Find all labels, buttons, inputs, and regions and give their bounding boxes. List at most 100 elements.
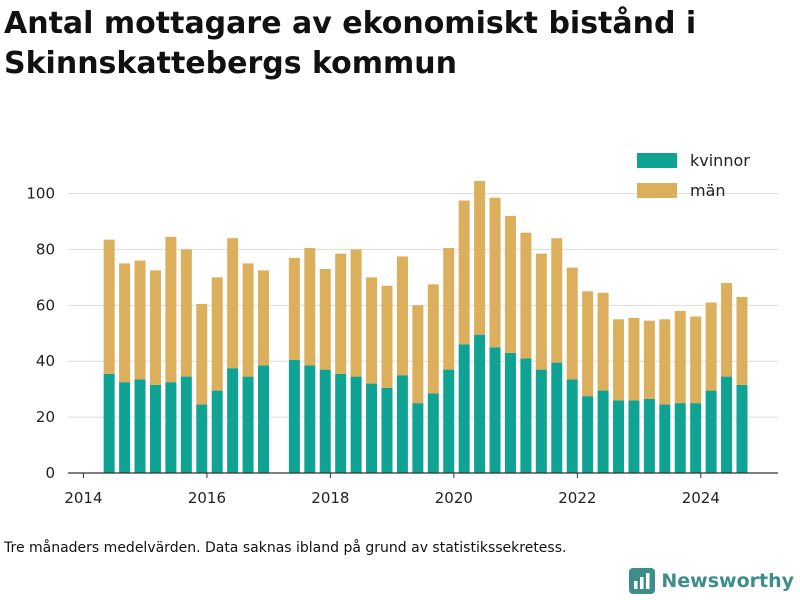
x-tick-label: 2024: [682, 489, 720, 507]
y-tick-label: 40: [36, 352, 55, 370]
y-tick-label: 20: [36, 408, 55, 426]
bar-kvinnor: [227, 368, 239, 473]
bar-kvinnor: [597, 390, 609, 473]
legend: kvinnor män: [637, 151, 750, 200]
bar-kvinnor: [736, 384, 748, 473]
bar-kvinnor: [520, 358, 532, 473]
bar-kvinnor: [196, 404, 208, 473]
bar-man: [180, 249, 192, 377]
bar-man: [119, 263, 131, 383]
bar-man: [134, 260, 146, 380]
bar-man: [242, 263, 254, 377]
bar-kvinnor: [304, 365, 316, 473]
bar-man: [520, 232, 532, 359]
bar-kvinnor: [366, 383, 378, 473]
bar-kvinnor: [412, 403, 424, 473]
bar-kvinnor: [458, 344, 470, 473]
bar-kvinnor: [474, 334, 486, 473]
bar-man: [196, 303, 208, 405]
bar-man: [705, 302, 717, 391]
x-tick-label: 2018: [311, 489, 349, 507]
bar-kvinnor: [643, 398, 655, 473]
y-tick-label: 100: [26, 185, 55, 203]
bar-man: [674, 310, 686, 404]
bar-kvinnor: [705, 390, 717, 473]
chart-title: Antal mottagare av ekonomiskt bistånd i …: [4, 6, 697, 81]
bar-man: [551, 238, 563, 363]
bar-man: [597, 292, 609, 391]
bar-man: [443, 248, 455, 370]
x-tick-label: 2014: [64, 489, 102, 507]
bar-kvinnor: [721, 376, 733, 473]
bar-man: [227, 238, 239, 369]
bar-man: [535, 253, 547, 370]
bar-man: [690, 316, 702, 404]
bar-kvinnor: [165, 382, 177, 473]
bar-kvinnor: [504, 352, 516, 473]
newsworthy-logo-icon: [629, 568, 656, 594]
x-tick-label: 2020: [435, 489, 473, 507]
bar-man: [412, 305, 424, 404]
bar-kvinnor: [427, 393, 439, 473]
bar-kvinnor: [119, 382, 131, 473]
bar-kvinnor: [103, 373, 115, 473]
legend-label: män: [690, 181, 726, 200]
bar-man: [736, 296, 748, 385]
bar-man: [103, 239, 115, 374]
bar-kvinnor: [628, 400, 640, 473]
bar-man: [288, 257, 300, 360]
bar-man: [659, 319, 671, 405]
bar-man: [366, 277, 378, 384]
bar-man: [504, 215, 516, 353]
newsworthy-logo: Newsworthy: [629, 568, 794, 594]
bar-man: [258, 270, 270, 366]
bar-kvinnor: [489, 347, 501, 473]
bar-man: [211, 277, 223, 391]
bar-kvinnor: [396, 375, 408, 473]
brand-name: Newsworthy: [661, 570, 794, 592]
bar-kvinnor: [443, 369, 455, 473]
bar-man: [149, 270, 161, 385]
bar-kvinnor: [582, 396, 594, 473]
bar-man: [721, 282, 733, 377]
bar-man: [613, 319, 625, 401]
y-tick-labels: 0 20 40 60 80 100: [26, 185, 55, 482]
bar-kvinnor: [535, 369, 547, 473]
bar-man: [335, 253, 347, 374]
footnote: Tre månaders medelvärden. Data saknas ib…: [4, 540, 567, 556]
bar-man: [643, 320, 655, 399]
bar-man: [474, 180, 486, 335]
bar-kvinnor: [566, 379, 578, 473]
bar-kvinnor: [149, 384, 161, 473]
bar-kvinnor: [319, 369, 331, 473]
bar-kvinnor: [258, 365, 270, 473]
bar-man: [458, 200, 470, 345]
x-tick-labels: 2014 2016 2018 2020 2022 2024: [64, 473, 720, 507]
bar-man: [582, 291, 594, 397]
legend-swatch: [637, 183, 677, 198]
y-tick-label: 60: [36, 296, 55, 314]
bar-kvinnor: [674, 403, 686, 473]
bar-kvinnor: [335, 373, 347, 473]
bar-kvinnor: [690, 403, 702, 473]
bar-kvinnor: [180, 376, 192, 473]
bar-man: [304, 248, 316, 366]
bar-man: [319, 268, 331, 370]
legend-swatch: [637, 153, 677, 168]
bar-man: [381, 285, 393, 388]
bar-kvinnor: [613, 400, 625, 473]
y-tick-label: 0: [45, 464, 55, 482]
bar-kvinnor: [242, 376, 254, 473]
bars: [103, 180, 748, 473]
bar-kvinnor: [381, 387, 393, 473]
bar-man: [396, 256, 408, 376]
x-tick-label: 2016: [188, 489, 226, 507]
bar-kvinnor: [551, 362, 563, 473]
bar-man: [628, 317, 640, 401]
bar-kvinnor: [211, 390, 223, 473]
x-tick-label: 2022: [558, 489, 596, 507]
bar-kvinnor: [134, 379, 146, 473]
bar-man: [489, 197, 501, 348]
legend-label: kvinnor: [690, 151, 750, 170]
